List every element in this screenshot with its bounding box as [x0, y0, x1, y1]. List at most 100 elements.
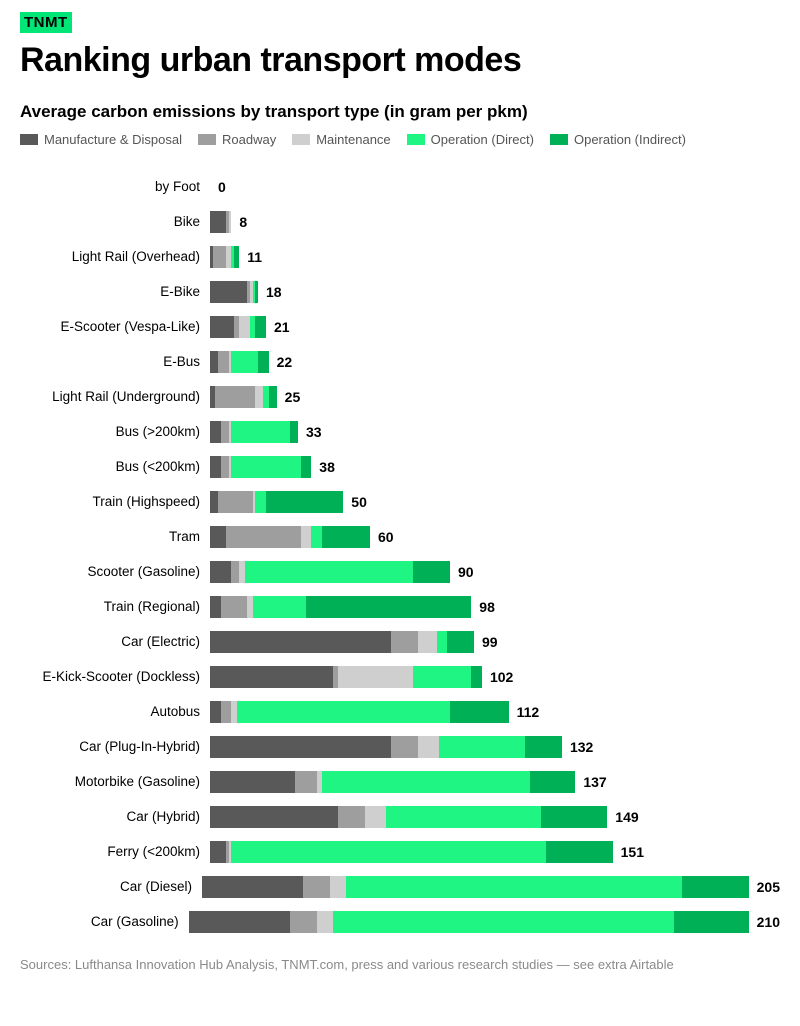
- bar-segment-op_indirect: [255, 316, 266, 338]
- chart-row: Bike8: [20, 204, 780, 239]
- bar-segment-op_direct: [231, 456, 300, 478]
- row-total: 149: [615, 809, 638, 825]
- row-total: 137: [583, 774, 606, 790]
- bar-segment-maintenance: [418, 736, 439, 758]
- bar-segment-op_direct: [255, 491, 266, 513]
- chart-row: Car (Electric)99: [20, 624, 780, 659]
- legend-item: Operation (Indirect): [550, 132, 686, 147]
- bar-segment-op_indirect: [674, 911, 749, 933]
- bar-segment-roadway: [295, 771, 316, 793]
- bar-segment-op_direct: [311, 526, 322, 548]
- bar-segment-op_direct: [437, 631, 448, 653]
- bar-segment-roadway: [290, 911, 317, 933]
- stacked-bar: [210, 246, 239, 268]
- bar-segment-manufacture: [210, 596, 221, 618]
- bar-segment-manufacture: [202, 876, 303, 898]
- row-total: 132: [570, 739, 593, 755]
- legend-swatch: [198, 134, 216, 145]
- legend-swatch: [550, 134, 568, 145]
- chart-row: Car (Plug-In-Hybrid)132: [20, 729, 780, 764]
- chart-row: Car (Diesel)205: [20, 869, 780, 904]
- bar-segment-op_direct: [413, 666, 472, 688]
- chart-row: by Foot0: [20, 169, 780, 204]
- bar-segment-roadway: [221, 701, 232, 723]
- bar-segment-op_direct: [253, 596, 306, 618]
- bar-track: 99: [210, 624, 780, 659]
- bar-track: 151: [210, 834, 780, 869]
- bar-segment-maintenance: [317, 911, 333, 933]
- stacked-bar: [210, 596, 471, 618]
- bar-segment-maintenance: [365, 806, 386, 828]
- row-label: Ferry (<200km): [20, 844, 210, 859]
- bar-segment-roadway: [226, 526, 301, 548]
- bar-segment-manufacture: [210, 281, 247, 303]
- stacked-bar: [210, 421, 298, 443]
- chart-row: E-Bike18: [20, 274, 780, 309]
- bar-segment-manufacture: [210, 421, 221, 443]
- row-total: 50: [351, 494, 367, 510]
- legend-item: Roadway: [198, 132, 276, 147]
- bar-segment-manufacture: [210, 806, 338, 828]
- bar-segment-op_direct: [322, 771, 530, 793]
- bar-segment-manufacture: [210, 736, 391, 758]
- bar-segment-op_indirect: [546, 841, 613, 863]
- bar-segment-roadway: [221, 596, 248, 618]
- stacked-bar: [210, 841, 613, 863]
- row-total: 99: [482, 634, 498, 650]
- bar-track: 50: [210, 484, 780, 519]
- bar-segment-roadway: [231, 561, 239, 583]
- chart-row: Scooter (Gasoline)90: [20, 554, 780, 589]
- bar-segment-manufacture: [210, 316, 234, 338]
- row-label: Car (Hybrid): [20, 809, 210, 824]
- row-total: 112: [517, 704, 540, 720]
- row-total: 151: [621, 844, 644, 860]
- stacked-bar: [210, 316, 266, 338]
- row-label: Autobus: [20, 704, 210, 719]
- bar-segment-op_direct: [386, 806, 541, 828]
- bar-segment-roadway: [218, 351, 229, 373]
- chart-row: Tram60: [20, 519, 780, 554]
- row-total: 0: [218, 179, 226, 195]
- bar-segment-maintenance: [330, 876, 346, 898]
- stacked-bar: [189, 911, 749, 933]
- bar-track: 98: [210, 589, 780, 624]
- chart-row: Train (Regional)98: [20, 589, 780, 624]
- bar-segment-op_indirect: [447, 631, 474, 653]
- page-title: Ranking urban transport modes: [20, 41, 780, 80]
- row-label: Car (Diesel): [20, 879, 202, 894]
- chart-subtitle: Average carbon emissions by transport ty…: [20, 102, 780, 122]
- bar-segment-manufacture: [210, 211, 226, 233]
- row-total: 38: [319, 459, 335, 475]
- bar-segment-maintenance: [301, 526, 312, 548]
- bar-track: 210: [189, 904, 780, 939]
- bar-segment-op_direct: [231, 841, 546, 863]
- legend-swatch: [20, 134, 38, 145]
- legend-item: Manufacture & Disposal: [20, 132, 182, 147]
- bar-track: 205: [202, 869, 780, 904]
- bar-segment-op_indirect: [530, 771, 575, 793]
- row-total: 60: [378, 529, 394, 545]
- bar-segment-maintenance: [229, 211, 232, 233]
- bar-segment-op_indirect: [541, 806, 608, 828]
- bar-segment-op_direct: [237, 701, 450, 723]
- row-label: Bike: [20, 214, 210, 229]
- bar-track: 60: [210, 519, 780, 554]
- bar-segment-op_indirect: [258, 351, 269, 373]
- bar-segment-op_direct: [439, 736, 524, 758]
- bar-segment-op_indirect: [682, 876, 749, 898]
- bar-segment-roadway: [218, 491, 253, 513]
- bar-segment-manufacture: [210, 456, 221, 478]
- bar-segment-roadway: [303, 876, 330, 898]
- stacked-bar: [210, 631, 474, 653]
- stacked-bar: [202, 876, 749, 898]
- bar-segment-op_direct: [231, 351, 258, 373]
- legend-label: Operation (Indirect): [574, 132, 686, 147]
- stacked-bar: [210, 351, 269, 373]
- bar-segment-op_indirect: [413, 561, 450, 583]
- row-total: 21: [274, 319, 290, 335]
- bar-segment-op_indirect: [269, 386, 277, 408]
- bar-segment-op_indirect: [306, 596, 471, 618]
- row-label: Motorbike (Gasoline): [20, 774, 210, 789]
- bar-track: 18: [210, 274, 780, 309]
- row-label: Bus (<200km): [20, 459, 210, 474]
